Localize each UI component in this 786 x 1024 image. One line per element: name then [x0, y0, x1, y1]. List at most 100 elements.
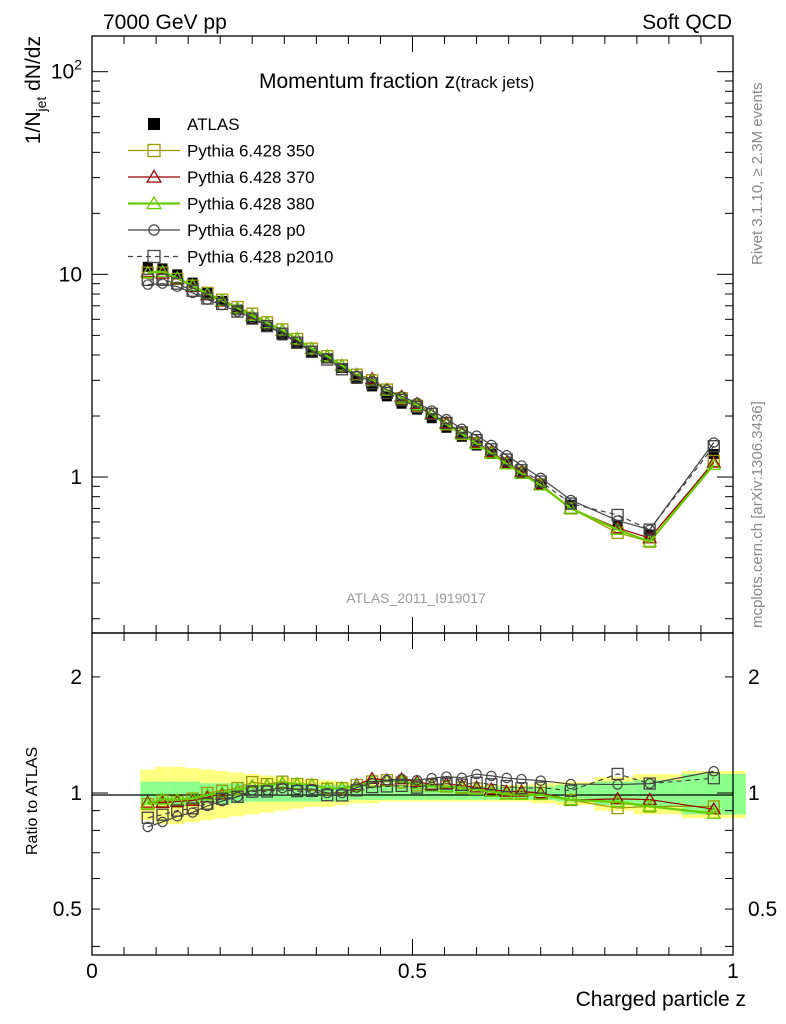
circle-marker — [516, 773, 527, 785]
square-marker — [141, 811, 154, 824]
legend-entry: Pythia 6.428 370 — [128, 168, 315, 187]
legend-label: Pythia 6.428 350 — [187, 142, 315, 161]
ratio-panel: 0.5 1 2 0.5 1 2 0 0.5 1 Ratio to ATLAS Charged p… — [24, 632, 777, 1011]
square-marker — [395, 779, 408, 793]
triangle-marker — [379, 382, 395, 396]
square-marker — [246, 312, 259, 325]
square-marker — [515, 782, 528, 795]
ratio-series-pythia-6-428-p0 — [142, 766, 720, 833]
square-marker — [485, 443, 498, 456]
ratio-line — [147, 770, 714, 828]
triangle-marker — [483, 445, 499, 459]
circle-marker — [381, 774, 393, 786]
circle-marker — [396, 391, 407, 402]
square-marker — [410, 781, 424, 794]
circle-marker — [456, 772, 468, 784]
triangle-marker — [439, 779, 454, 792]
triangle-marker — [533, 478, 549, 491]
triangle-marker — [289, 776, 305, 790]
triangle-marker — [514, 784, 529, 797]
square-marker — [395, 393, 408, 407]
circle-marker — [142, 821, 154, 833]
square-marker — [643, 523, 656, 536]
circle-marker — [426, 405, 438, 416]
circle-marker — [351, 782, 363, 793]
triangle-marker — [364, 774, 380, 787]
circle-marker — [471, 430, 482, 441]
square-marker — [365, 780, 379, 794]
triangle-marker — [563, 792, 579, 806]
circle-marker — [157, 816, 168, 828]
square-marker — [246, 785, 259, 798]
square-marker — [305, 784, 319, 798]
square-marker — [305, 345, 319, 358]
circle-marker — [501, 450, 513, 461]
circle-marker — [441, 413, 452, 425]
triangle-marker — [610, 791, 626, 805]
circle-marker — [516, 460, 527, 471]
triangle-marker — [394, 390, 410, 403]
triangle-marker — [610, 794, 626, 808]
square-marker — [141, 273, 154, 286]
legend-label: ATLAS — [187, 115, 240, 134]
triangle-marker — [706, 801, 722, 815]
main-y-axis-label: 1/Njet dN/dz — [22, 36, 49, 144]
square-marker — [215, 297, 229, 311]
legend-label: Pythia 6.428 p2010 — [187, 248, 334, 267]
triangle-marker — [155, 264, 170, 278]
triangle-marker — [145, 169, 163, 183]
x-axis-label: Charged particle z — [576, 988, 746, 1011]
square-marker — [707, 440, 720, 453]
square-marker — [335, 789, 349, 802]
circle-marker — [535, 472, 546, 484]
filled-square-marker — [187, 277, 198, 288]
circle-marker — [411, 774, 423, 786]
square-marker — [215, 792, 229, 805]
circle-marker — [644, 524, 655, 535]
legend-entry: Pythia 6.428 p0 — [128, 221, 305, 240]
circle-marker — [202, 800, 213, 812]
main-y-label-tail: dN/dz — [22, 36, 45, 97]
triangle-marker — [199, 787, 215, 801]
square-marker — [500, 779, 513, 793]
circle-marker — [565, 494, 577, 506]
filled-square-marker — [261, 321, 272, 332]
legend-label: Pythia 6.428 370 — [187, 168, 315, 187]
circle-marker — [708, 437, 720, 448]
legend-label: Pythia 6.428 p0 — [187, 221, 305, 240]
circle-marker — [321, 787, 333, 799]
square-marker — [470, 776, 483, 789]
series-pythia-6-428-350 — [141, 266, 720, 548]
square-marker — [485, 778, 498, 791]
legend-entry: ATLAS — [148, 115, 240, 134]
triangle-marker — [563, 501, 579, 514]
legend-entry: Pythia 6.428 380 — [128, 195, 315, 214]
ratio-axis-ticks: 0.5 1 2 0.5 1 2 0 0.5 1 — [53, 633, 777, 983]
filled-square-marker — [381, 391, 392, 402]
series-pythia-6-428-p0 — [142, 278, 720, 535]
y-tick-label: 2 — [70, 666, 82, 689]
square-marker — [440, 416, 453, 430]
square-marker — [470, 434, 483, 447]
square-marker — [425, 778, 438, 791]
triangle-marker — [169, 794, 185, 807]
circle-marker — [366, 777, 378, 789]
square-marker — [335, 363, 349, 376]
square-marker — [707, 772, 720, 785]
triangle-marker — [610, 522, 626, 535]
main-title: Momentum fraction z(track jets) — [259, 70, 534, 93]
x-tick-label: 0.5 — [398, 960, 427, 983]
square-marker — [246, 776, 259, 789]
ratio-series-group — [140, 766, 722, 833]
square-marker — [260, 785, 274, 798]
triangle-marker — [409, 774, 425, 788]
circle-marker — [708, 766, 720, 777]
circle-marker — [471, 768, 482, 780]
circle-marker — [441, 771, 452, 782]
legend-label: Pythia 6.428 380 — [187, 195, 315, 214]
circle-marker — [306, 783, 318, 795]
square-marker — [500, 453, 513, 466]
triangle-marker — [642, 534, 658, 547]
ratio-line — [147, 773, 714, 819]
triangle-marker — [155, 792, 170, 805]
